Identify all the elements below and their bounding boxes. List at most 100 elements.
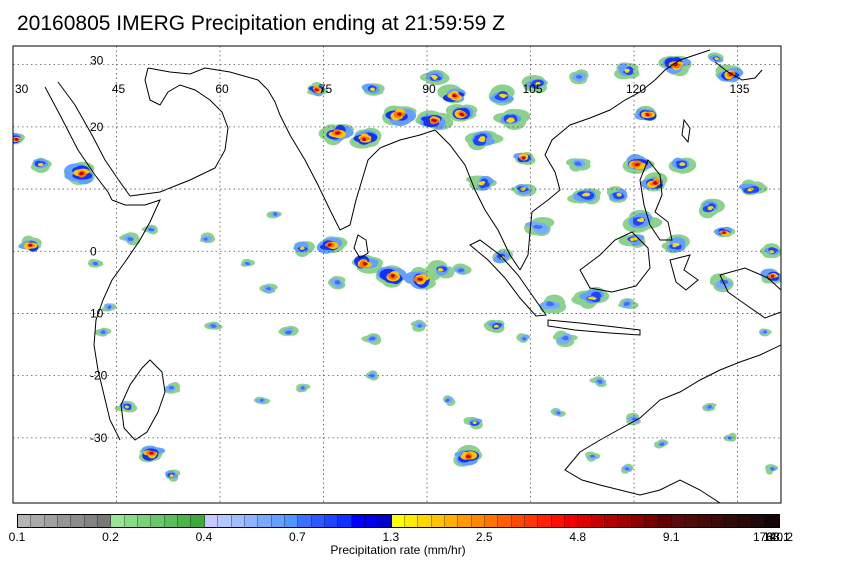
rain-rate-patch <box>500 93 506 98</box>
colorbar-swatch <box>244 515 259 527</box>
longitude-label: 90 <box>422 82 436 96</box>
precipitation-cell <box>606 186 628 203</box>
colorbar-swatch <box>685 515 699 527</box>
rain-rate-patch <box>789 229 800 236</box>
colorbar-swatch <box>738 515 752 527</box>
rain-rate-patch <box>707 406 712 409</box>
precipitation-cell <box>513 152 536 166</box>
precipitation-cell <box>760 268 781 284</box>
rain-rate-patch <box>370 88 375 91</box>
colorbar-swatch <box>71 515 85 527</box>
colorbar-swatch <box>124 515 139 527</box>
longitude-label: 105 <box>522 82 542 96</box>
rain-rate-patch <box>789 231 794 234</box>
precipitation-cell <box>709 273 734 293</box>
colorbar-swatch <box>258 515 272 527</box>
coastline-sri-lanka <box>353 234 369 259</box>
coastline-china <box>654 49 711 81</box>
precipitation-cell <box>327 275 346 290</box>
rain-rate-patch <box>785 187 803 197</box>
rain-rate-patch <box>786 187 795 192</box>
precipitation-cell <box>293 241 315 257</box>
precipitation-cell <box>349 127 382 149</box>
rain-rate-patch <box>168 386 173 390</box>
rain-rate-patch <box>639 219 644 223</box>
precipitation-cell <box>410 319 427 332</box>
rain-rate-patch <box>260 398 264 402</box>
colorbar-swatch <box>498 515 512 527</box>
colorbar-swatch <box>711 515 726 527</box>
precipitation-cell <box>114 400 138 413</box>
colorbar-tick-label: 9.1 <box>662 530 680 544</box>
rain-rate-patch <box>624 69 630 73</box>
colorbar <box>17 514 780 528</box>
rain-rate-patch <box>590 454 595 458</box>
rain-rate-patch <box>770 467 774 471</box>
rain-rate-patch <box>786 184 800 190</box>
rain-rate-patch <box>335 131 341 134</box>
rain-rate-patch <box>646 113 650 116</box>
coastline-malay-peninsula <box>519 79 656 271</box>
precipitation-cell <box>306 81 328 97</box>
rain-rate-patch <box>789 229 801 236</box>
rain-rate-patch <box>790 231 794 234</box>
longitude-label: 45 <box>112 82 126 96</box>
coastline-arabia <box>129 67 229 197</box>
precipitation-cell <box>552 330 578 348</box>
colorbar-swatch <box>698 515 712 527</box>
precipitation-cell <box>738 179 768 196</box>
rain-rate-patch <box>398 112 402 116</box>
rain-rate-patch <box>457 269 463 273</box>
precipitation-cell <box>165 469 181 483</box>
longitude-label: 135 <box>729 82 749 96</box>
coastline-borneo <box>579 231 651 293</box>
rain-rate-patch <box>791 231 801 238</box>
precipitation-cell <box>266 211 282 219</box>
rain-rate-patch <box>431 75 438 80</box>
rain-rate-patch <box>535 82 540 86</box>
colorbar-swatch <box>58 515 72 527</box>
precipitation-cell <box>661 234 690 254</box>
precipitation-cell <box>640 172 668 192</box>
rain-rate-patch <box>707 206 713 211</box>
precipitation-cell <box>199 232 216 244</box>
precipitation-cell <box>437 84 466 104</box>
rain-rate-patch <box>315 88 319 92</box>
rain-rate-patch <box>679 162 686 166</box>
precipitation-cell <box>30 157 52 173</box>
precipitation-cell <box>567 188 601 205</box>
precipitation-cell <box>119 232 141 246</box>
coastlines <box>44 49 781 503</box>
colorbar-swatch <box>591 515 606 527</box>
rain-rate-patch <box>660 443 664 446</box>
rain-rate-patch <box>788 230 796 235</box>
rain-rate-patch <box>788 187 797 190</box>
longitude-label: 60 <box>215 82 229 96</box>
rain-rate-patch <box>790 188 794 191</box>
rain-rate-patch <box>557 411 561 414</box>
precipitation-cell <box>571 286 610 309</box>
colorbar-swatch <box>84 515 99 527</box>
coastline-persian-gulf <box>147 67 259 81</box>
precipitation-cell <box>634 105 657 121</box>
precipitation-cell <box>87 258 104 268</box>
precipitation-cell <box>585 451 601 462</box>
colorbar-swatch <box>378 515 392 527</box>
colorbar-tick-label: 120.2 <box>762 530 794 544</box>
precipitation-cell <box>483 319 505 334</box>
rain-rate-patch <box>783 185 803 194</box>
colorbar-swatch <box>578 515 592 527</box>
precipitation-cell <box>764 464 779 475</box>
precipitation-cell <box>278 325 299 336</box>
rain-rate-patch <box>328 243 332 246</box>
precipitation-cell <box>403 266 441 290</box>
rain-rate-patch <box>576 76 581 79</box>
colorbar-swatch <box>551 515 566 527</box>
precipitation-cell <box>521 75 549 94</box>
colorbar-swatch <box>164 515 179 527</box>
precipitation-cell <box>569 69 589 85</box>
precipitation-cell <box>760 243 781 259</box>
colorbar-swatch <box>725 515 739 527</box>
rain-rate-patch <box>625 467 629 471</box>
rain-rate-patch <box>301 246 305 250</box>
